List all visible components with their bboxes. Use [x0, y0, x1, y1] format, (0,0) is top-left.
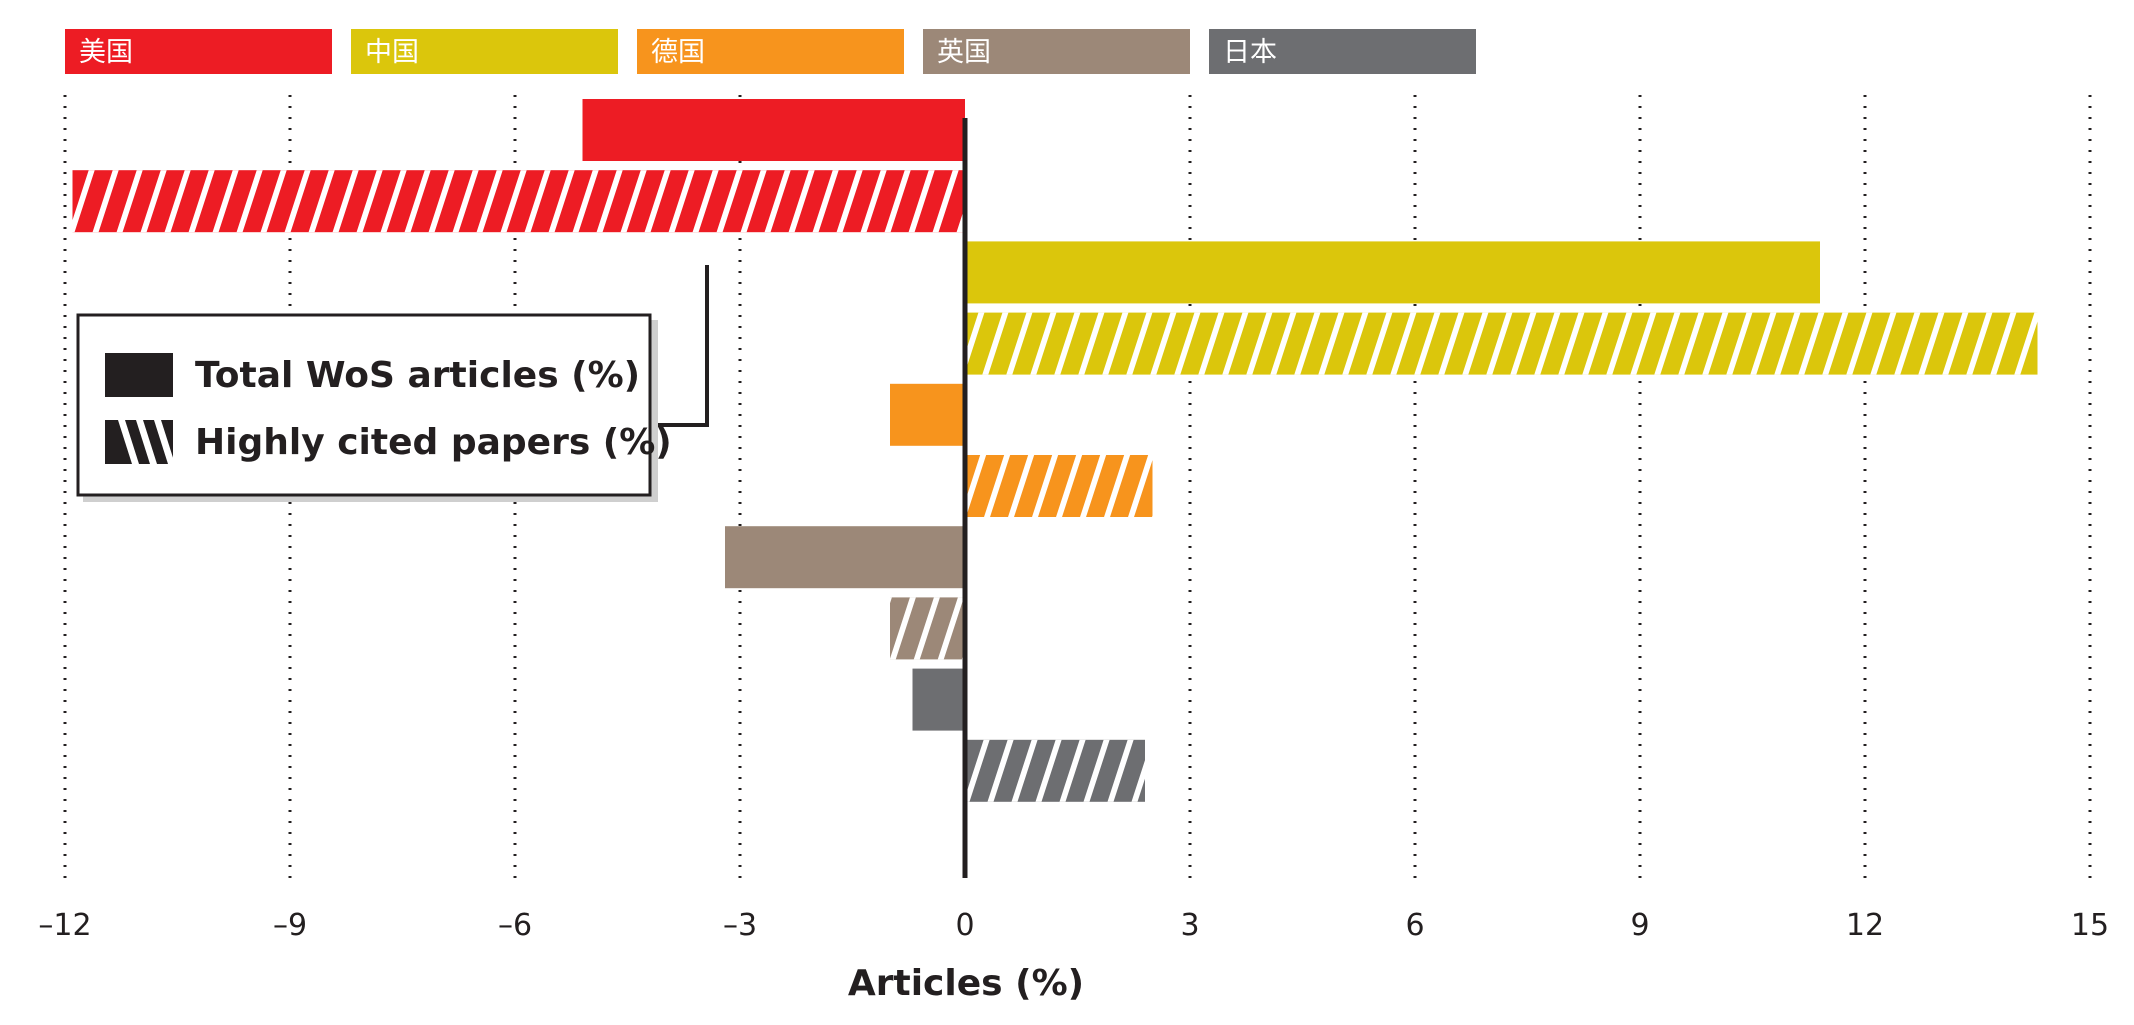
category-legend: 美国 中国 德国 英国 日本: [65, 29, 1476, 74]
legend-swatch: [351, 29, 618, 74]
bar-total-wos: [890, 383, 965, 446]
legend-hatch-stripe: [136, 420, 157, 464]
legend-hatch-stripe: [118, 420, 139, 464]
legend-swatch: [65, 29, 332, 74]
series-legend: Total WoS articles (%) Highly cited paper…: [76, 265, 709, 502]
x-tick-label: –6: [498, 908, 532, 943]
x-tick-label: –3: [723, 908, 757, 943]
bars: [72, 99, 2038, 802]
legend-box: [76, 313, 652, 497]
legend-label: 日本: [1223, 37, 1277, 68]
legend-swatch: [637, 29, 904, 74]
legend-swatch-solid: [105, 353, 173, 397]
bar-total-wos: [965, 241, 1820, 304]
bar-hatch-overlay: [890, 597, 965, 660]
legend-swatch: [1209, 29, 1476, 74]
bar-hatch-overlay: [72, 170, 965, 233]
x-tick-label: 3: [1180, 908, 1199, 943]
x-tick-label: 9: [1630, 908, 1649, 943]
legend-label: 美国: [79, 37, 133, 68]
legend-leader-line: [650, 265, 709, 427]
bar-hatch-overlay: [965, 455, 1153, 517]
x-tick-label: –9: [273, 908, 307, 943]
legend-series-label: Highly cited papers (%): [195, 422, 672, 463]
bar-hatch-overlay: [965, 739, 1145, 802]
legend-label: 中国: [365, 37, 419, 68]
legend-label: 英国: [937, 37, 991, 68]
x-tick-label: 12: [1846, 908, 1884, 943]
legend-label: 德国: [651, 37, 705, 68]
x-axis-label: Articles (%): [848, 963, 1084, 1004]
bar-total-wos: [725, 526, 965, 589]
bar-total-wos: [912, 668, 965, 731]
bar-total-wos: [582, 99, 965, 161]
x-tick-label: 6: [1405, 908, 1424, 943]
x-tick-label: 15: [2071, 908, 2109, 943]
legend-swatch: [923, 29, 1190, 74]
x-tick-labels: –12 –9 –6 –3 0 3 6 9 12 15: [38, 908, 2109, 943]
legend-hatch-stripe: [154, 420, 175, 464]
x-tick-label: 0: [955, 908, 974, 943]
x-tick-label: –12: [38, 908, 91, 943]
legend-series-label: Total WoS articles (%): [195, 355, 640, 396]
bar-hatch-overlay: [965, 312, 2038, 375]
